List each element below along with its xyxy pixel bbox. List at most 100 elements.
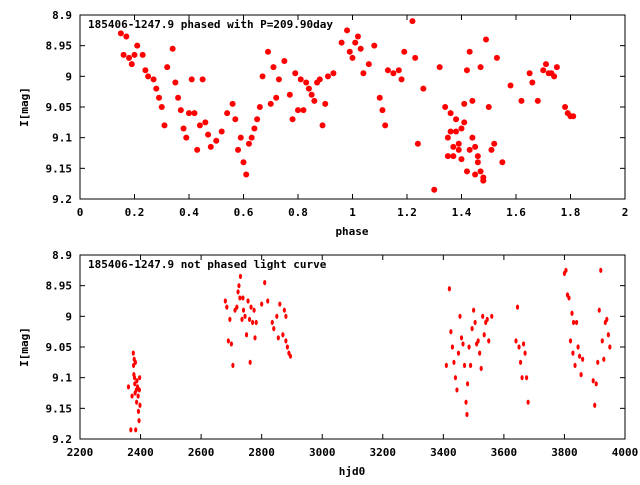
data-point	[205, 131, 212, 138]
data-point	[567, 295, 571, 301]
data-point	[305, 85, 312, 92]
data-point	[472, 143, 479, 150]
data-point	[455, 387, 459, 393]
data-point	[136, 408, 141, 414]
data-point	[466, 48, 473, 55]
data-point	[523, 350, 527, 356]
data-point	[266, 298, 270, 304]
x-tick-label: 3600	[491, 446, 518, 459]
data-point	[360, 70, 367, 77]
data-point	[235, 146, 242, 153]
x-tick-label: 3200	[370, 446, 397, 459]
data-point	[455, 140, 462, 147]
data-point	[186, 110, 192, 117]
data-point	[241, 307, 246, 313]
data-point	[571, 319, 576, 326]
data-point	[487, 338, 491, 344]
data-point	[156, 94, 163, 101]
data-point	[449, 329, 453, 335]
data-point	[117, 30, 124, 37]
data-point	[459, 335, 464, 341]
data-point	[579, 372, 583, 378]
data-point	[488, 146, 495, 153]
data-point	[286, 91, 293, 98]
data-point	[450, 153, 457, 160]
data-point	[456, 350, 461, 356]
data-point	[447, 286, 451, 292]
data-point	[376, 94, 383, 101]
x-tick-label: 2800	[248, 446, 275, 459]
data-point	[161, 122, 168, 129]
data-point	[153, 85, 160, 92]
data-point	[570, 310, 574, 316]
data-point	[224, 110, 231, 117]
data-point	[576, 344, 580, 350]
data-point	[244, 332, 249, 338]
x-ticks: 0 0.2 0.4 0.6 0.8 1 1.2 1.4 1.6 1.8 2	[77, 15, 628, 219]
data-point	[436, 64, 443, 71]
data-point	[450, 344, 455, 350]
data-point	[529, 79, 536, 86]
data-point	[571, 350, 575, 356]
data-point	[241, 295, 245, 301]
data-point	[490, 313, 494, 319]
x-tick-label: 0.8	[288, 206, 308, 219]
data-point	[248, 134, 255, 141]
data-point	[412, 54, 419, 61]
data-point	[568, 338, 573, 344]
data-point	[316, 76, 323, 83]
data-point	[564, 267, 568, 273]
data-point	[455, 146, 462, 153]
data-point	[256, 104, 263, 110]
data-point	[447, 128, 454, 135]
data-point	[246, 298, 250, 304]
data-point	[272, 326, 276, 332]
data-point	[458, 156, 465, 163]
y-tick-label: 8.9	[52, 249, 72, 262]
data-point	[597, 307, 601, 313]
data-point	[191, 110, 198, 117]
data-point	[275, 76, 282, 83]
data-point	[608, 344, 612, 350]
data-point	[164, 64, 171, 71]
data-point	[344, 27, 351, 34]
data-point	[199, 76, 206, 83]
data-point	[452, 359, 456, 365]
data-point	[468, 362, 473, 368]
data-point	[240, 159, 247, 166]
data-point	[236, 289, 240, 295]
data-point	[136, 393, 140, 399]
data-point	[514, 338, 518, 344]
data-point	[395, 67, 402, 74]
data-point	[461, 119, 468, 126]
data-point	[371, 42, 378, 49]
data-point	[483, 36, 490, 43]
data-point	[476, 338, 480, 344]
data-point	[243, 313, 247, 319]
data-point	[232, 116, 239, 123]
data-point	[218, 128, 225, 135]
data-points	[117, 18, 577, 193]
data-point	[235, 304, 239, 310]
data-point	[265, 48, 272, 55]
y-axis-label: I[mag]	[18, 327, 31, 367]
raw-light-curve-panel: 185406-1247.9 not phased light curve hjd…	[18, 249, 638, 478]
data-point	[297, 76, 304, 83]
data-point	[128, 61, 135, 68]
data-point	[462, 362, 467, 368]
data-point	[249, 304, 253, 310]
data-point	[254, 319, 258, 326]
data-point	[602, 356, 606, 362]
data-point	[390, 70, 397, 77]
data-point	[207, 143, 214, 150]
data-point	[202, 119, 209, 126]
data-point	[464, 399, 468, 405]
x-tick-label: 2600	[188, 446, 215, 459]
data-point	[461, 341, 465, 347]
y-tick-label: 8.9	[52, 9, 72, 22]
data-point	[133, 381, 137, 387]
data-point	[319, 122, 326, 129]
data-point	[507, 82, 514, 89]
data-point	[134, 42, 141, 49]
data-point	[292, 70, 299, 77]
